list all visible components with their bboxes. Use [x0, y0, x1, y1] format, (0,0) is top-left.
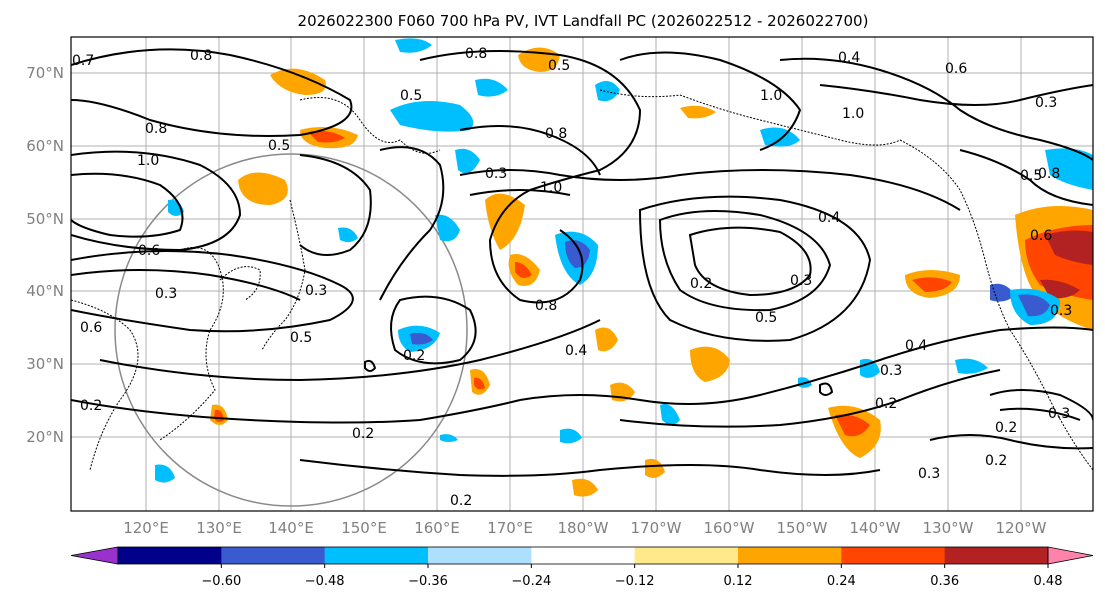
contour-label: 0.6	[945, 61, 967, 77]
pv-contours	[71, 48, 1093, 477]
lon-label: 160°E	[414, 519, 460, 537]
colorbar-tick-label: 0.12	[724, 574, 753, 589]
contour-label: 0.7	[72, 53, 94, 69]
longitude-labels: 120°E 130°E 140°E 150°E 160°E 170°E 180°…	[123, 519, 1046, 537]
contour-label: 0.5	[268, 138, 290, 154]
colorbar-cell	[944, 547, 1049, 564]
colorbar-cell	[118, 547, 222, 564]
colorbar-cell	[531, 547, 636, 564]
contour-label: 0.8	[190, 48, 212, 64]
contour-label: 0.3	[485, 166, 507, 182]
contour-label: 1.0	[137, 153, 159, 169]
contour-label: 0.6	[80, 320, 102, 336]
lon-label: 170°W	[631, 519, 682, 537]
contour-label: 0.5	[290, 330, 312, 346]
contour-label: 0.4	[838, 50, 860, 66]
contour-label: 0.8	[465, 46, 487, 62]
contour-labels: 0.7 0.8 0.8 0.5 0.4 0.6 1.0 1.0 1.0 0.8 …	[72, 46, 1072, 509]
map-panel: 0.7 0.8 0.8 0.5 0.4 0.6 1.0 1.0 1.0 0.8 …	[70, 36, 1094, 512]
contour-label: 0.3	[1048, 406, 1070, 422]
contour-label: 0.4	[818, 210, 840, 226]
contour-label: 0.3	[155, 286, 177, 302]
contour-label: 0.2	[352, 426, 374, 442]
contour-label: 0.2	[985, 453, 1007, 469]
contour-label: 0.2	[403, 348, 425, 364]
contour-label: 0.4	[565, 343, 587, 359]
lat-label: 30°N	[26, 355, 64, 373]
colorbar-extend-high	[1047, 546, 1094, 565]
contour-label: 0.3	[790, 273, 812, 289]
figure-title: 2026022300 F060 700 hPa PV, IVT Landfall…	[298, 12, 869, 30]
shaded-anomalies	[155, 38, 1093, 497]
contour-label: 0.3	[305, 283, 327, 299]
lon-label: 170°E	[487, 519, 533, 537]
lon-label: 180°W	[558, 519, 609, 537]
contour-label: 0.3	[1050, 303, 1072, 319]
colorbar-tick-label: 0.36	[930, 574, 959, 589]
contour-label: 0.2	[995, 420, 1017, 436]
colorbar-tick-label: 0.48	[1034, 574, 1063, 589]
lon-label: 120°E	[123, 519, 169, 537]
contour-label: 0.5	[1020, 168, 1042, 184]
lon-label: 140°W	[850, 519, 901, 537]
lat-label: 50°N	[26, 210, 64, 228]
colorbar-cell	[634, 547, 739, 564]
colorbar-frame	[117, 546, 1049, 565]
lat-label: 40°N	[26, 282, 64, 300]
contour-label: 0.3	[1035, 95, 1057, 111]
lon-label: 120°W	[996, 519, 1047, 537]
contour-label: 0.8	[145, 121, 167, 137]
colorbar-extend-low	[70, 546, 119, 565]
lon-label: 130°E	[196, 519, 242, 537]
contour-label: 0.4	[905, 338, 927, 354]
lon-label: 130°W	[923, 519, 974, 537]
colorbar-tick-label: −0.60	[201, 574, 241, 589]
contour-label: 0.8	[535, 298, 557, 314]
contour-label: 0.5	[548, 58, 570, 74]
contour-label: 0.8	[1038, 166, 1060, 182]
contour-label: 0.6	[138, 243, 160, 259]
lon-label: 150°E	[341, 519, 387, 537]
contour-label: 1.0	[842, 106, 864, 122]
map-frame	[70, 36, 1094, 512]
colorbar-tick-label: 0.24	[827, 574, 856, 589]
contour-label: 0.8	[545, 126, 567, 142]
colorbar-cell	[738, 547, 842, 564]
colorbar-tick-label: −0.12	[615, 574, 655, 589]
colorbar-tick-label: −0.48	[305, 574, 345, 589]
lon-label: 160°W	[704, 519, 755, 537]
range-circle	[114, 153, 468, 507]
contour-label: 0.6	[1030, 228, 1052, 244]
colorbar-cell	[221, 547, 326, 564]
lat-label: 20°N	[26, 428, 64, 446]
contour-label: 0.5	[755, 310, 777, 326]
colorbar: −0.60 −0.48 −0.36 −0.24 −0.12 0.12 0.24 0.36 0.4…	[70, 546, 1094, 589]
lat-label: 70°N	[26, 64, 64, 82]
contour-label: 0.5	[400, 88, 422, 104]
contour-label: 1.0	[760, 88, 782, 104]
colorbar-cell	[324, 547, 429, 564]
lon-label: 140°E	[268, 519, 314, 537]
lon-label: 150°W	[777, 519, 828, 537]
contour-label: 0.2	[690, 276, 712, 292]
colorbar-cell	[428, 547, 532, 564]
contour-label: 0.3	[880, 363, 902, 379]
contour-label: 1.0	[540, 180, 562, 196]
latitude-labels: 70°N 60°N 50°N 40°N 30°N 20°N	[26, 64, 64, 446]
gridlines	[71, 37, 1093, 511]
colorbar-tick-label: −0.24	[511, 574, 551, 589]
contour-label: 0.2	[450, 493, 472, 509]
contour-label: 0.2	[875, 396, 897, 412]
contour-label: 0.3	[918, 466, 940, 482]
lat-label: 60°N	[26, 137, 64, 155]
colorbar-tick-label: −0.36	[408, 574, 448, 589]
contour-label: 0.2	[80, 398, 102, 414]
colorbar-cell	[841, 547, 946, 564]
